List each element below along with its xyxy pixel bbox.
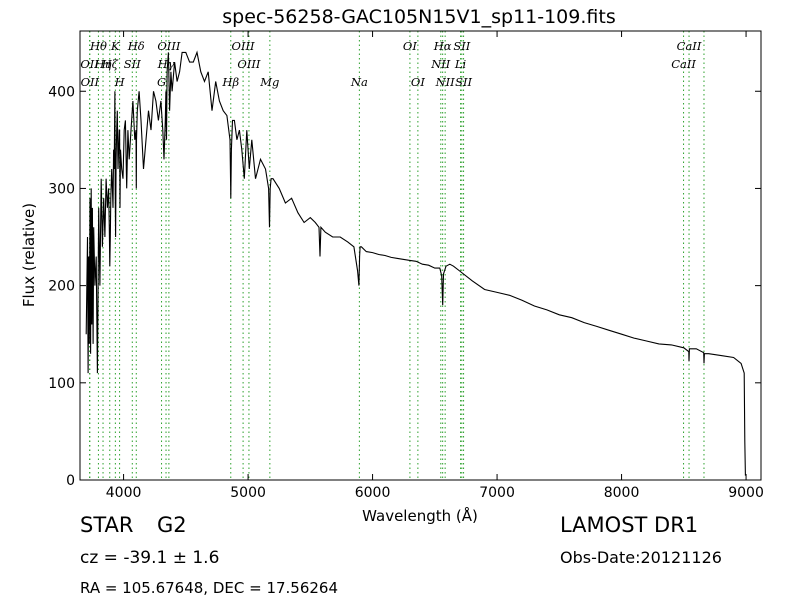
line-label: SII bbox=[455, 75, 472, 89]
line-label: OI bbox=[411, 75, 425, 89]
line-label: OIII bbox=[157, 39, 181, 53]
observation-date: Obs-Date:20121126 bbox=[560, 548, 722, 567]
x-tick-label: 5000 bbox=[230, 485, 266, 501]
plot-frame bbox=[79, 30, 762, 481]
x-axis-label: Wavelength (Å) bbox=[362, 506, 478, 525]
line-label: NII bbox=[435, 75, 456, 89]
line-label: Mg bbox=[259, 75, 279, 89]
x-tick-label: 8000 bbox=[604, 485, 640, 501]
line-label: OIII bbox=[232, 39, 256, 53]
line-label: CaII bbox=[677, 39, 702, 53]
line-label: Hη bbox=[94, 57, 112, 71]
y-tick-label: 0 bbox=[66, 473, 75, 489]
line-label: Hθ bbox=[89, 39, 107, 53]
line-label: SII bbox=[453, 39, 470, 53]
line-label: SII bbox=[124, 57, 141, 71]
line-label: K bbox=[110, 39, 121, 53]
line-markers bbox=[89, 31, 705, 480]
line-label: Hζ bbox=[101, 57, 119, 71]
line-label: Hγ bbox=[157, 57, 175, 71]
y-tick-label: 100 bbox=[48, 376, 75, 392]
object-subclass: G2 bbox=[157, 513, 187, 537]
y-tick-label: 200 bbox=[48, 279, 75, 295]
line-label: CaII bbox=[671, 57, 696, 71]
y-tick-label: 400 bbox=[48, 84, 75, 100]
line-label: CaII bbox=[692, 0, 717, 3]
x-tick-label: 6000 bbox=[355, 485, 391, 501]
y-tick-label: 300 bbox=[48, 181, 75, 197]
line-label: Na bbox=[350, 75, 368, 89]
line-label: Li bbox=[454, 57, 467, 71]
sky-coordinates: RA = 105.67648, DEC = 17.56264 bbox=[80, 579, 339, 597]
line-label: Hα bbox=[433, 39, 452, 53]
line-label: OII bbox=[80, 57, 99, 71]
line-label: OII bbox=[81, 75, 100, 89]
y-axis: 0 100 200 300 400 bbox=[48, 84, 761, 489]
object-class: STAR bbox=[80, 513, 134, 537]
x-tick-label: 7000 bbox=[479, 485, 515, 501]
survey-name: LAMOST DR1 bbox=[560, 513, 699, 537]
y-axis-label: Flux (relative) bbox=[20, 203, 38, 307]
line-label: G bbox=[157, 75, 166, 89]
line-label: OI bbox=[403, 39, 417, 53]
redshift-value: cz = -39.1 ± 1.6 bbox=[80, 548, 220, 568]
spectrum-line bbox=[85, 50, 747, 476]
line-label: Hβ bbox=[221, 75, 239, 89]
line-label: Hδ bbox=[127, 39, 145, 53]
line-label: NII bbox=[430, 57, 451, 71]
x-tick-label: 9000 bbox=[728, 485, 764, 501]
x-tick-label: 4000 bbox=[106, 485, 142, 501]
chart-title: spec-56258-GAC105N15V1_sp11-109.fits bbox=[222, 6, 615, 28]
x-axis: 4000 5000 6000 7000 8000 9000 bbox=[106, 31, 764, 501]
line-label: H bbox=[114, 75, 126, 89]
line-label: OIII bbox=[237, 57, 261, 71]
